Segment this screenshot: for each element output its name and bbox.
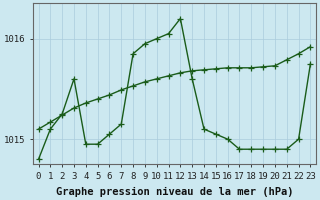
X-axis label: Graphe pression niveau de la mer (hPa): Graphe pression niveau de la mer (hPa)	[56, 186, 293, 197]
